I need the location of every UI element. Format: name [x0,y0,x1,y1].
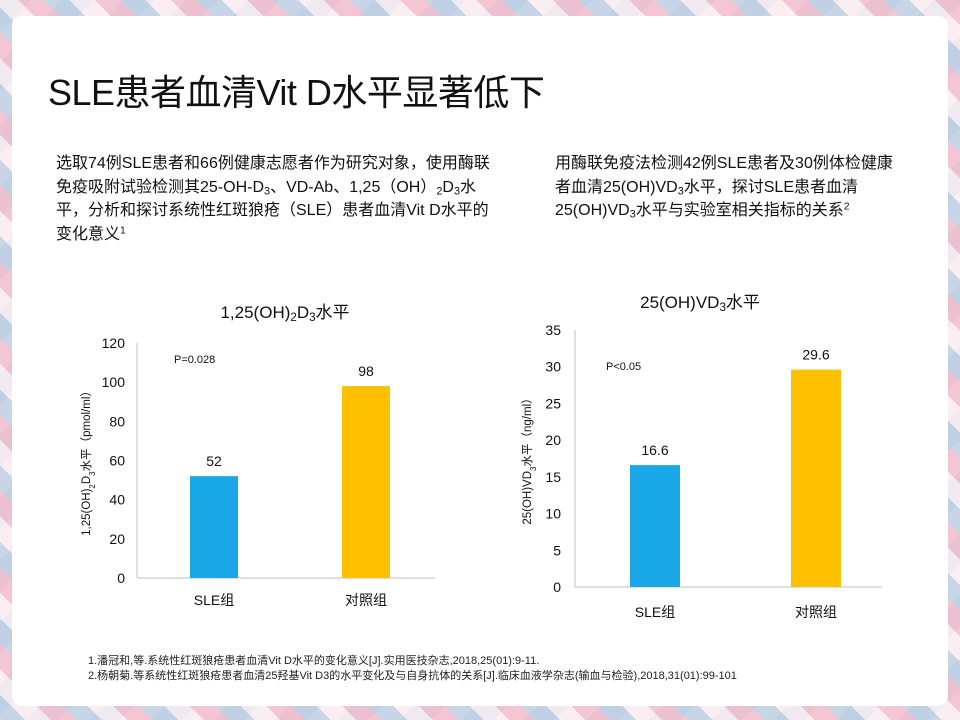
right-chart-category-label: SLE组 [635,604,675,620]
right-chart-y-tick-label: 15 [545,469,561,485]
right-chart-p-value: P<0.05 [606,361,641,373]
reference-1: 1.潘冠和,等.系统性红斑狼疮患者血清Vit D水平的变化意义[J].实用医技杂… [88,655,540,667]
slide-card [12,16,948,706]
left-chart-y-tick-label: 100 [102,374,126,390]
left-chart-bar-sle [190,476,238,578]
right-chart-category-label: 对照组 [795,604,837,620]
right-chart-y-tick-label: 25 [545,395,561,411]
left-chart-p-value: P=0.028 [174,354,215,366]
right-chart-bar-control [791,369,841,587]
right-chart-title: 25(OH)VD3水平 [640,293,760,314]
right-chart-bar-sle [630,465,680,587]
left-chart-y-tick-label: 80 [109,413,125,429]
right-chart-y-axis-label: 25(OH)VD3水平（ng/ml） [521,392,538,524]
references: 1.潘冠和,等.系统性红斑狼疮患者血清Vit D水平的变化意义[J].实用医技杂… [88,654,737,684]
right-chart-y-tick-label: 30 [545,359,561,375]
left-chart-bar-control [342,386,390,578]
left-chart-title: 1,25(OH)2D3水平 [220,303,350,324]
right-chart-value-label: 29.6 [802,347,829,363]
left-study-description: 选取74例SLE患者和66例健康志愿者作为研究对象，使用酶联免疫吸附试验检测其2… [56,155,490,243]
left-chart-category-label: 对照组 [345,592,387,608]
left-chart-y-axis-label: 1,25(OH)2D3水平（pmol/ml） [80,385,97,536]
left-chart-category-label: SLE组 [194,592,234,608]
left-chart-value-label: 52 [206,453,222,469]
left-chart-y-tick-label: 20 [109,531,125,547]
left-chart-y-tick-label: 0 [117,570,125,586]
left-chart-y-tick-label: 120 [102,335,126,351]
left-chart-y-tick-label: 40 [109,492,125,508]
left-chart-y-tick-label: 60 [109,453,125,469]
slide-title: SLE患者血清Vit D水平显著低下 [48,72,545,113]
right-chart-y-tick-label: 20 [545,432,561,448]
left-chart-value-label: 98 [358,363,374,379]
reference-2: 2.杨朝菊.等系统性红斑狼疮患者血清25羟基Vit D3的水平变化及与自身抗体的… [88,670,737,682]
right-chart-y-tick-label: 0 [553,579,561,595]
right-chart-y-tick-label: 10 [545,506,561,522]
right-chart-y-tick-label: 35 [545,322,561,338]
right-study-description: 用酶联免疫法检测42例SLE患者及30例体检健康者血清25(OH)VD3水平，探… [555,155,893,221]
right-chart-y-tick-label: 5 [553,542,561,558]
right-chart-value-label: 16.6 [641,442,668,458]
